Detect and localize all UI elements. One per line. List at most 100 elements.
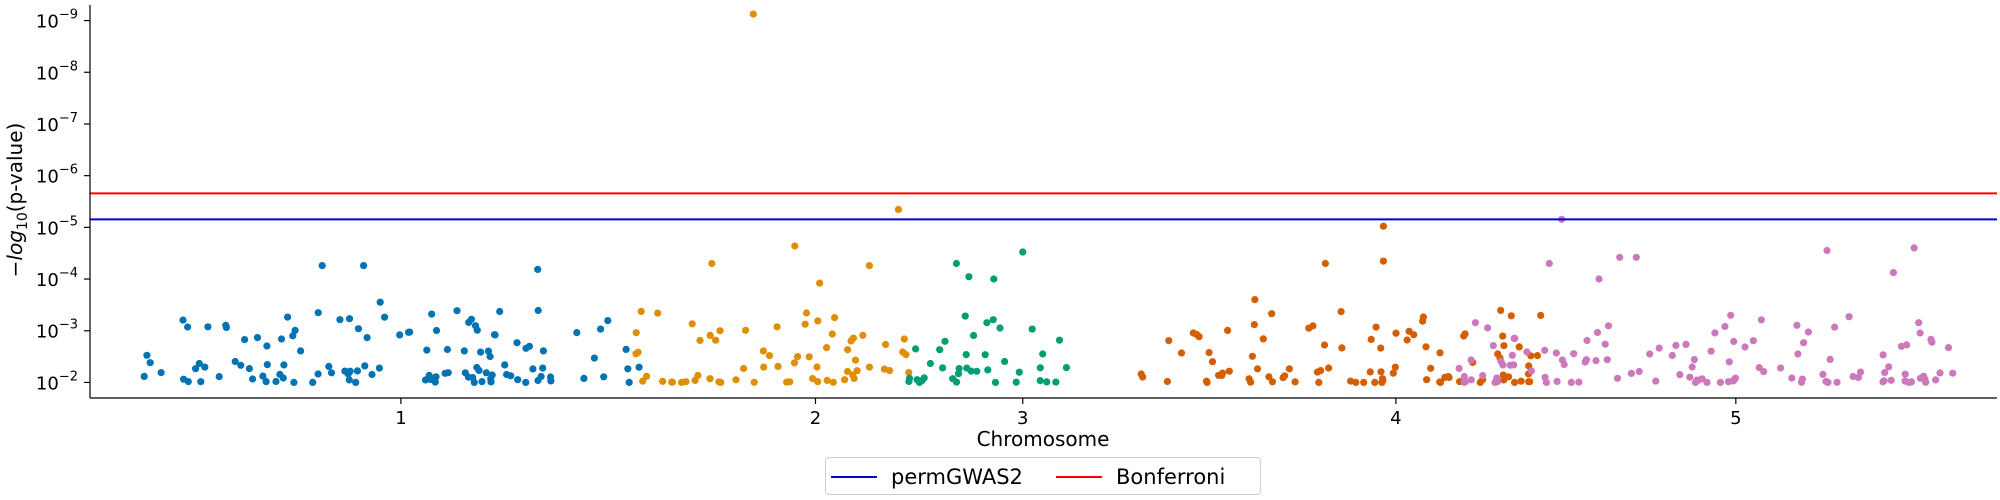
data-point-chr2 [805,353,813,361]
data-point-chr3 [1001,357,1009,366]
data-point-chr3 [1019,248,1027,256]
legend-swatch-bonferroni [1056,476,1102,478]
data-point-chr5 [1497,357,1505,365]
data-point-chr1 [635,363,643,371]
data-point-chr4 [1461,330,1469,338]
data-point-chr2 [706,331,714,339]
data-point-chr4 [1313,368,1321,376]
data-point-chr5 [1510,334,1518,342]
data-point-chr5 [1915,319,1923,327]
axes [89,5,1997,399]
data-point-chr3 [1052,378,1060,386]
data-point-chr5 [1731,374,1739,382]
data-point-chr3 [989,316,997,324]
data-point-chr1 [534,265,542,273]
data-point-chr5 [1897,342,1905,350]
data-point-chr4 [1379,377,1387,385]
data-point-chr4 [1377,368,1385,376]
data-point-chr5 [1583,336,1591,345]
data-point-chr3 [936,346,944,354]
x-tick-label: 3 [1017,408,1028,429]
data-point-chr4 [1268,310,1276,318]
data-point-chr1 [297,347,305,355]
data-point-chr1 [600,373,608,381]
data-point-chr1 [478,378,486,386]
data-point-chr1 [197,378,205,386]
data-point-chr4 [1389,369,1397,377]
data-point-chr1 [525,342,534,350]
legend-item-bonferroni: Bonferroni [1056,458,1225,496]
data-point-chr5 [1467,356,1475,364]
data-point-chr5 [1676,371,1684,379]
data-point-chr5 [1632,253,1640,261]
data-point-chr4 [1225,367,1233,375]
data-point-chr3 [1055,336,1064,344]
data-point-chr2 [688,320,696,328]
data-point-chr2 [691,376,699,384]
data-point-chr2 [791,242,799,250]
data-point-chr1 [425,371,433,379]
legend-item-permgwas2: permGWAS2 [831,458,1023,496]
data-point-chr1 [471,322,480,330]
data-point-chr3 [939,364,947,372]
data-point-chr1 [597,325,605,333]
data-point-chr5 [1819,370,1827,378]
data-point-chr4 [1371,378,1379,386]
data-point-chr4 [1379,222,1387,230]
data-point-chr5 [1627,369,1635,377]
data-point-chr2 [632,329,640,337]
data-point-chr1 [431,378,439,386]
data-point-chr5 [1613,374,1622,382]
data-point-chr5 [1527,367,1535,375]
data-point-chr3 [1039,350,1047,358]
data-point-chr1 [573,329,581,337]
data-point-chr2 [732,376,740,384]
data-point-chr5 [1932,376,1940,384]
data-point-chr5 [1508,351,1516,359]
data-point-chr4 [1338,344,1346,352]
data-point-chr5 [1523,348,1531,356]
data-point-chr2 [823,344,831,352]
data-point-chr4 [1360,378,1368,386]
data-point-chr1 [381,313,389,321]
data-point-chr5 [1777,364,1785,372]
data-point-chr4 [1315,378,1323,386]
data-point-chr5 [1794,350,1802,358]
data-point-chr2 [844,346,852,354]
data-point-chr5 [1907,378,1915,386]
data-point-chr4 [1445,373,1453,382]
data-point-chr1 [514,376,522,384]
data-point-chr1 [262,378,270,386]
data-point-chr3 [1043,378,1051,386]
data-point-chr2 [814,317,822,325]
data-point-chr3 [926,359,935,368]
data-point-chr1 [443,345,451,354]
data-point-chr5 [1887,376,1895,384]
data-point-chr5 [1655,344,1663,352]
data-point-chr5 [1652,377,1660,385]
data-point-chr4 [1202,377,1211,385]
data-point-chr5 [1725,358,1733,366]
data-point-chr1 [467,315,475,323]
data-point-chr4 [1245,375,1253,383]
data-point-chr1 [353,367,361,375]
data-point-chr2 [886,367,894,375]
data-point-chr4 [1533,352,1541,360]
data-point-chr1 [539,347,548,355]
data-point-chr5 [1927,335,1935,343]
data-point-chr2 [813,363,821,371]
data-point-chr5 [1885,363,1893,371]
data-point-chr1 [231,357,239,366]
data-point-chr1 [539,364,547,372]
data-point-chr2 [678,378,686,386]
data-point-chr4 [1325,364,1333,372]
data-point-chr4 [1372,323,1380,331]
data-point-chr4 [1537,311,1545,319]
data-point-chr3 [913,376,921,384]
data-point-chr4 [1427,364,1435,372]
data-point-chr1 [477,348,485,356]
data-point-chr1 [336,316,344,324]
x-ticks: 1 2 3 4 5 [395,398,1742,429]
data-point-chr5 [1793,321,1801,329]
